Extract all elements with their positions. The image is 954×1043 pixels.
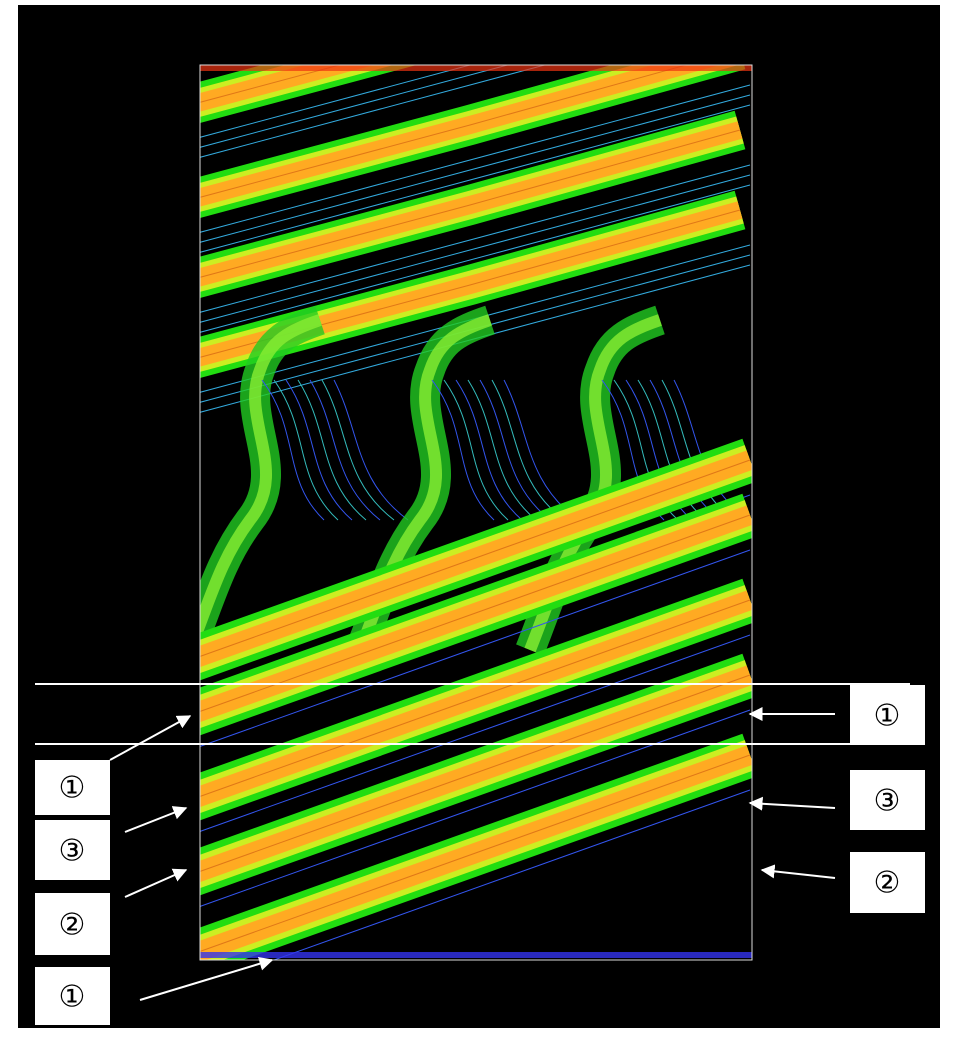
label: ②	[874, 866, 901, 901]
contour-band	[200, 952, 752, 958]
label: ②	[59, 908, 86, 943]
label: ①	[59, 771, 86, 806]
label: ①	[59, 980, 86, 1015]
label: ③	[874, 784, 901, 819]
label: ③	[59, 834, 86, 869]
contour-band	[200, 65, 752, 71]
figure: ① ③ ② ① ① ③ ②	[0, 0, 954, 1043]
label: ①	[874, 699, 901, 734]
right-label-boxes: ① ③ ②	[850, 685, 925, 913]
